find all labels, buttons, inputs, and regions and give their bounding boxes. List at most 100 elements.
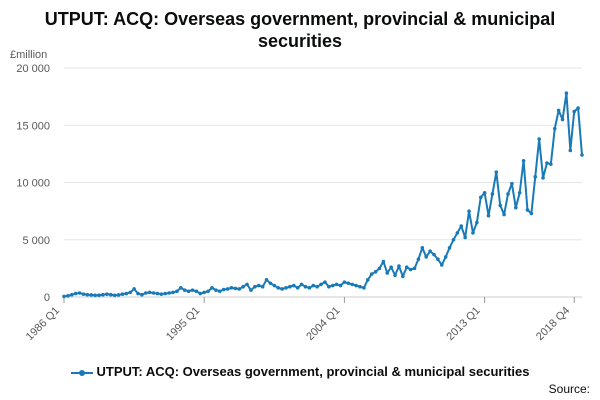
- data-point: [354, 283, 358, 288]
- data-point: [412, 266, 417, 271]
- data-point: [155, 291, 160, 296]
- data-point: [401, 274, 405, 279]
- data-point: [214, 288, 218, 292]
- x-tick-label: 1995 Q1: [164, 305, 202, 343]
- data-point: [163, 291, 168, 296]
- y-tick-label: 15 000: [16, 120, 50, 132]
- data-point: [439, 263, 444, 267]
- data-point: [280, 287, 284, 291]
- data-point: [323, 280, 327, 284]
- data-point: [475, 220, 479, 225]
- data-point: [373, 270, 378, 274]
- data-point: [62, 294, 66, 299]
- data-point: [143, 291, 148, 295]
- y-tick-label: 5 000: [22, 235, 50, 247]
- data-point: [81, 292, 86, 296]
- data-point: [105, 292, 109, 296]
- data-point: [151, 291, 156, 295]
- data-point: [241, 284, 245, 289]
- data-point: [350, 282, 355, 287]
- data-point: [436, 257, 440, 262]
- data-point: [525, 208, 530, 212]
- data-point: [260, 284, 265, 289]
- data-point: [362, 286, 366, 290]
- data-point: [552, 126, 557, 131]
- data-point: [556, 108, 561, 113]
- data-point: [291, 283, 296, 288]
- data-point: [443, 255, 448, 259]
- data-point: [369, 272, 374, 276]
- data-point: [327, 284, 331, 289]
- data-point: [428, 249, 432, 253]
- data-point: [467, 209, 471, 213]
- data-point: [529, 211, 534, 216]
- legend-label: UTPUT: ACQ: Overseas government, provinc…: [96, 364, 530, 379]
- data-point: [404, 265, 409, 270]
- data-point: [237, 287, 242, 291]
- data-point: [190, 288, 195, 292]
- data-point: [510, 181, 514, 186]
- data-point: [482, 191, 487, 195]
- x-tick-label: 2013 Q1: [444, 305, 482, 343]
- data-point: [249, 288, 253, 292]
- data-point: [549, 162, 553, 166]
- data-point: [93, 293, 97, 298]
- data-point: [424, 255, 429, 259]
- data-point: [393, 273, 397, 278]
- data-point: [568, 148, 573, 153]
- data-point: [299, 282, 304, 287]
- y-tick-label: 20 000: [16, 63, 50, 75]
- chart-title: UTPUT: ACQ: Overseas government, provinc…: [0, 8, 600, 52]
- data-point: [167, 291, 171, 295]
- x-axis: 1986 Q1 1995 Q1 2004 Q1 2013 Q1 2018 Q4: [24, 297, 575, 343]
- data-point: [210, 286, 214, 290]
- data-point: [537, 137, 541, 141]
- x-tick-label: 1986 Q1: [24, 305, 62, 343]
- data-point: [319, 282, 323, 287]
- data-point: [116, 293, 121, 297]
- data-point: [315, 284, 319, 289]
- data-point: [69, 292, 74, 297]
- data-point: [268, 281, 273, 286]
- data-point: [89, 293, 94, 297]
- data-point: [217, 289, 222, 294]
- data-point: [420, 245, 425, 250]
- data-point: [171, 290, 175, 295]
- data-point: [245, 282, 249, 287]
- data-point: [381, 259, 386, 264]
- data-point: [225, 287, 230, 291]
- chart-title-line-2: securities: [257, 31, 343, 51]
- data-point: [342, 280, 347, 284]
- data-point: [490, 192, 495, 196]
- data-point: [256, 283, 261, 288]
- data-point: [311, 283, 316, 288]
- data-point: [389, 265, 393, 270]
- data-point: [85, 292, 90, 297]
- series-group: [62, 91, 584, 299]
- data-point: [264, 278, 269, 282]
- data-point: [198, 291, 203, 296]
- data-point: [432, 252, 436, 257]
- data-point: [365, 278, 370, 282]
- data-point: [182, 288, 187, 292]
- data-point: [233, 286, 238, 291]
- data-point: [502, 212, 506, 217]
- data-point: [112, 293, 117, 298]
- y-axis-ticks: 0 5 000 10 000 15 000 20 000: [16, 63, 50, 304]
- data-point: [517, 191, 522, 195]
- data-point: [303, 284, 308, 289]
- data-point: [541, 176, 545, 180]
- data-point: [229, 286, 234, 290]
- data-point: [533, 174, 538, 179]
- data-point: [572, 109, 577, 114]
- data-point: [455, 231, 460, 235]
- data-point: [194, 289, 199, 294]
- data-point: [120, 292, 125, 296]
- data-point: [253, 284, 257, 289]
- legend: UTPUT: ACQ: Overseas government, provinc…: [0, 364, 600, 379]
- data-point: [459, 224, 464, 228]
- data-point: [159, 292, 164, 296]
- chart-title-line-1: UTPUT: ACQ: Overseas government, provinc…: [44, 9, 556, 29]
- data-point: [513, 205, 518, 210]
